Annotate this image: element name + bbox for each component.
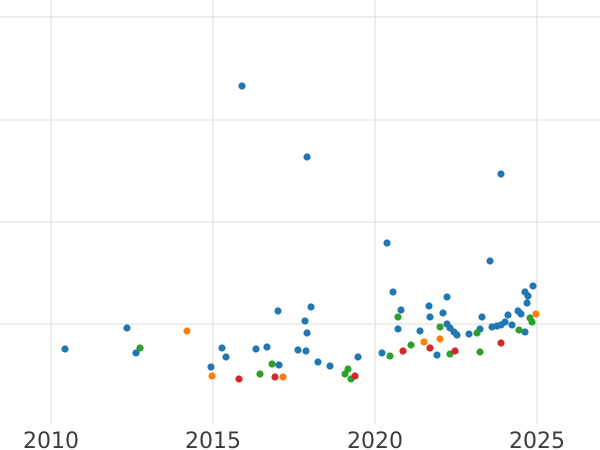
- data-point-red: [426, 344, 434, 352]
- data-point-blue: [222, 353, 230, 361]
- data-point-blue: [302, 347, 310, 355]
- data-point-blue: [439, 309, 447, 317]
- data-point-blue: [478, 313, 486, 321]
- data-point-blue: [443, 293, 451, 301]
- data-point-green: [476, 348, 484, 356]
- data-point-blue: [218, 344, 226, 352]
- x-tick-label-2015: 2015: [185, 429, 241, 450]
- data-point-blue: [529, 282, 537, 290]
- data-point-blue: [524, 292, 532, 300]
- data-point-blue: [354, 353, 362, 361]
- data-point-blue: [303, 153, 311, 161]
- data-point-blue: [307, 303, 315, 311]
- data-point-blue: [453, 331, 461, 339]
- data-point-orange: [436, 335, 444, 343]
- data-point-blue: [501, 318, 509, 326]
- data-point-green: [528, 318, 536, 326]
- data-point-green: [136, 344, 144, 352]
- data-point-green: [268, 360, 276, 368]
- data-point-blue: [389, 288, 397, 296]
- data-point-green: [394, 313, 402, 321]
- data-point-blue: [294, 346, 302, 354]
- data-point-orange: [420, 338, 428, 346]
- data-point-orange: [532, 310, 540, 318]
- data-point-blue: [517, 310, 525, 318]
- data-point-green: [473, 329, 481, 337]
- data-point-blue: [397, 306, 405, 314]
- data-point-blue: [383, 239, 391, 247]
- data-point-blue: [274, 307, 282, 315]
- data-point-orange: [183, 327, 191, 335]
- data-point-blue: [433, 351, 441, 359]
- x-tick-label-2020: 2020: [347, 429, 403, 450]
- data-point-orange: [279, 373, 287, 381]
- data-point-blue: [132, 349, 140, 357]
- data-point-blue: [123, 324, 131, 332]
- data-point-blue: [207, 363, 215, 371]
- x-tick-label-2010: 2010: [23, 429, 79, 450]
- data-point-blue: [416, 327, 424, 335]
- data-point-blue: [314, 358, 322, 366]
- data-point-green: [407, 341, 415, 349]
- data-point-red: [351, 372, 359, 380]
- data-point-green: [515, 326, 523, 334]
- data-point-blue: [301, 317, 309, 325]
- x-tick-label-2025: 2025: [509, 429, 565, 450]
- data-point-red: [399, 347, 407, 355]
- data-point-blue: [378, 349, 386, 357]
- data-point-red: [451, 347, 459, 355]
- data-point-blue: [61, 345, 69, 353]
- data-point-blue: [508, 321, 516, 329]
- data-point-blue: [426, 313, 434, 321]
- data-point-blue: [303, 329, 311, 337]
- data-point-blue: [425, 302, 433, 310]
- data-point-blue: [486, 257, 494, 265]
- data-point-blue: [275, 361, 283, 369]
- data-point-blue: [252, 345, 260, 353]
- data-point-blue: [263, 343, 271, 351]
- data-point-blue: [394, 325, 402, 333]
- data-point-green: [256, 370, 264, 378]
- data-point-red: [271, 373, 279, 381]
- data-point-green: [344, 365, 352, 373]
- data-point-orange: [208, 372, 216, 380]
- data-point-blue: [465, 330, 473, 338]
- data-point-blue: [497, 170, 505, 178]
- data-point-blue: [504, 311, 512, 319]
- data-point-red: [497, 339, 505, 347]
- data-point-red: [235, 375, 243, 383]
- data-point-blue: [521, 328, 529, 336]
- data-point-blue: [238, 82, 246, 90]
- data-point-blue: [326, 362, 334, 370]
- data-point-blue: [523, 299, 531, 307]
- data-point-green: [436, 323, 444, 331]
- data-point-green: [386, 352, 394, 360]
